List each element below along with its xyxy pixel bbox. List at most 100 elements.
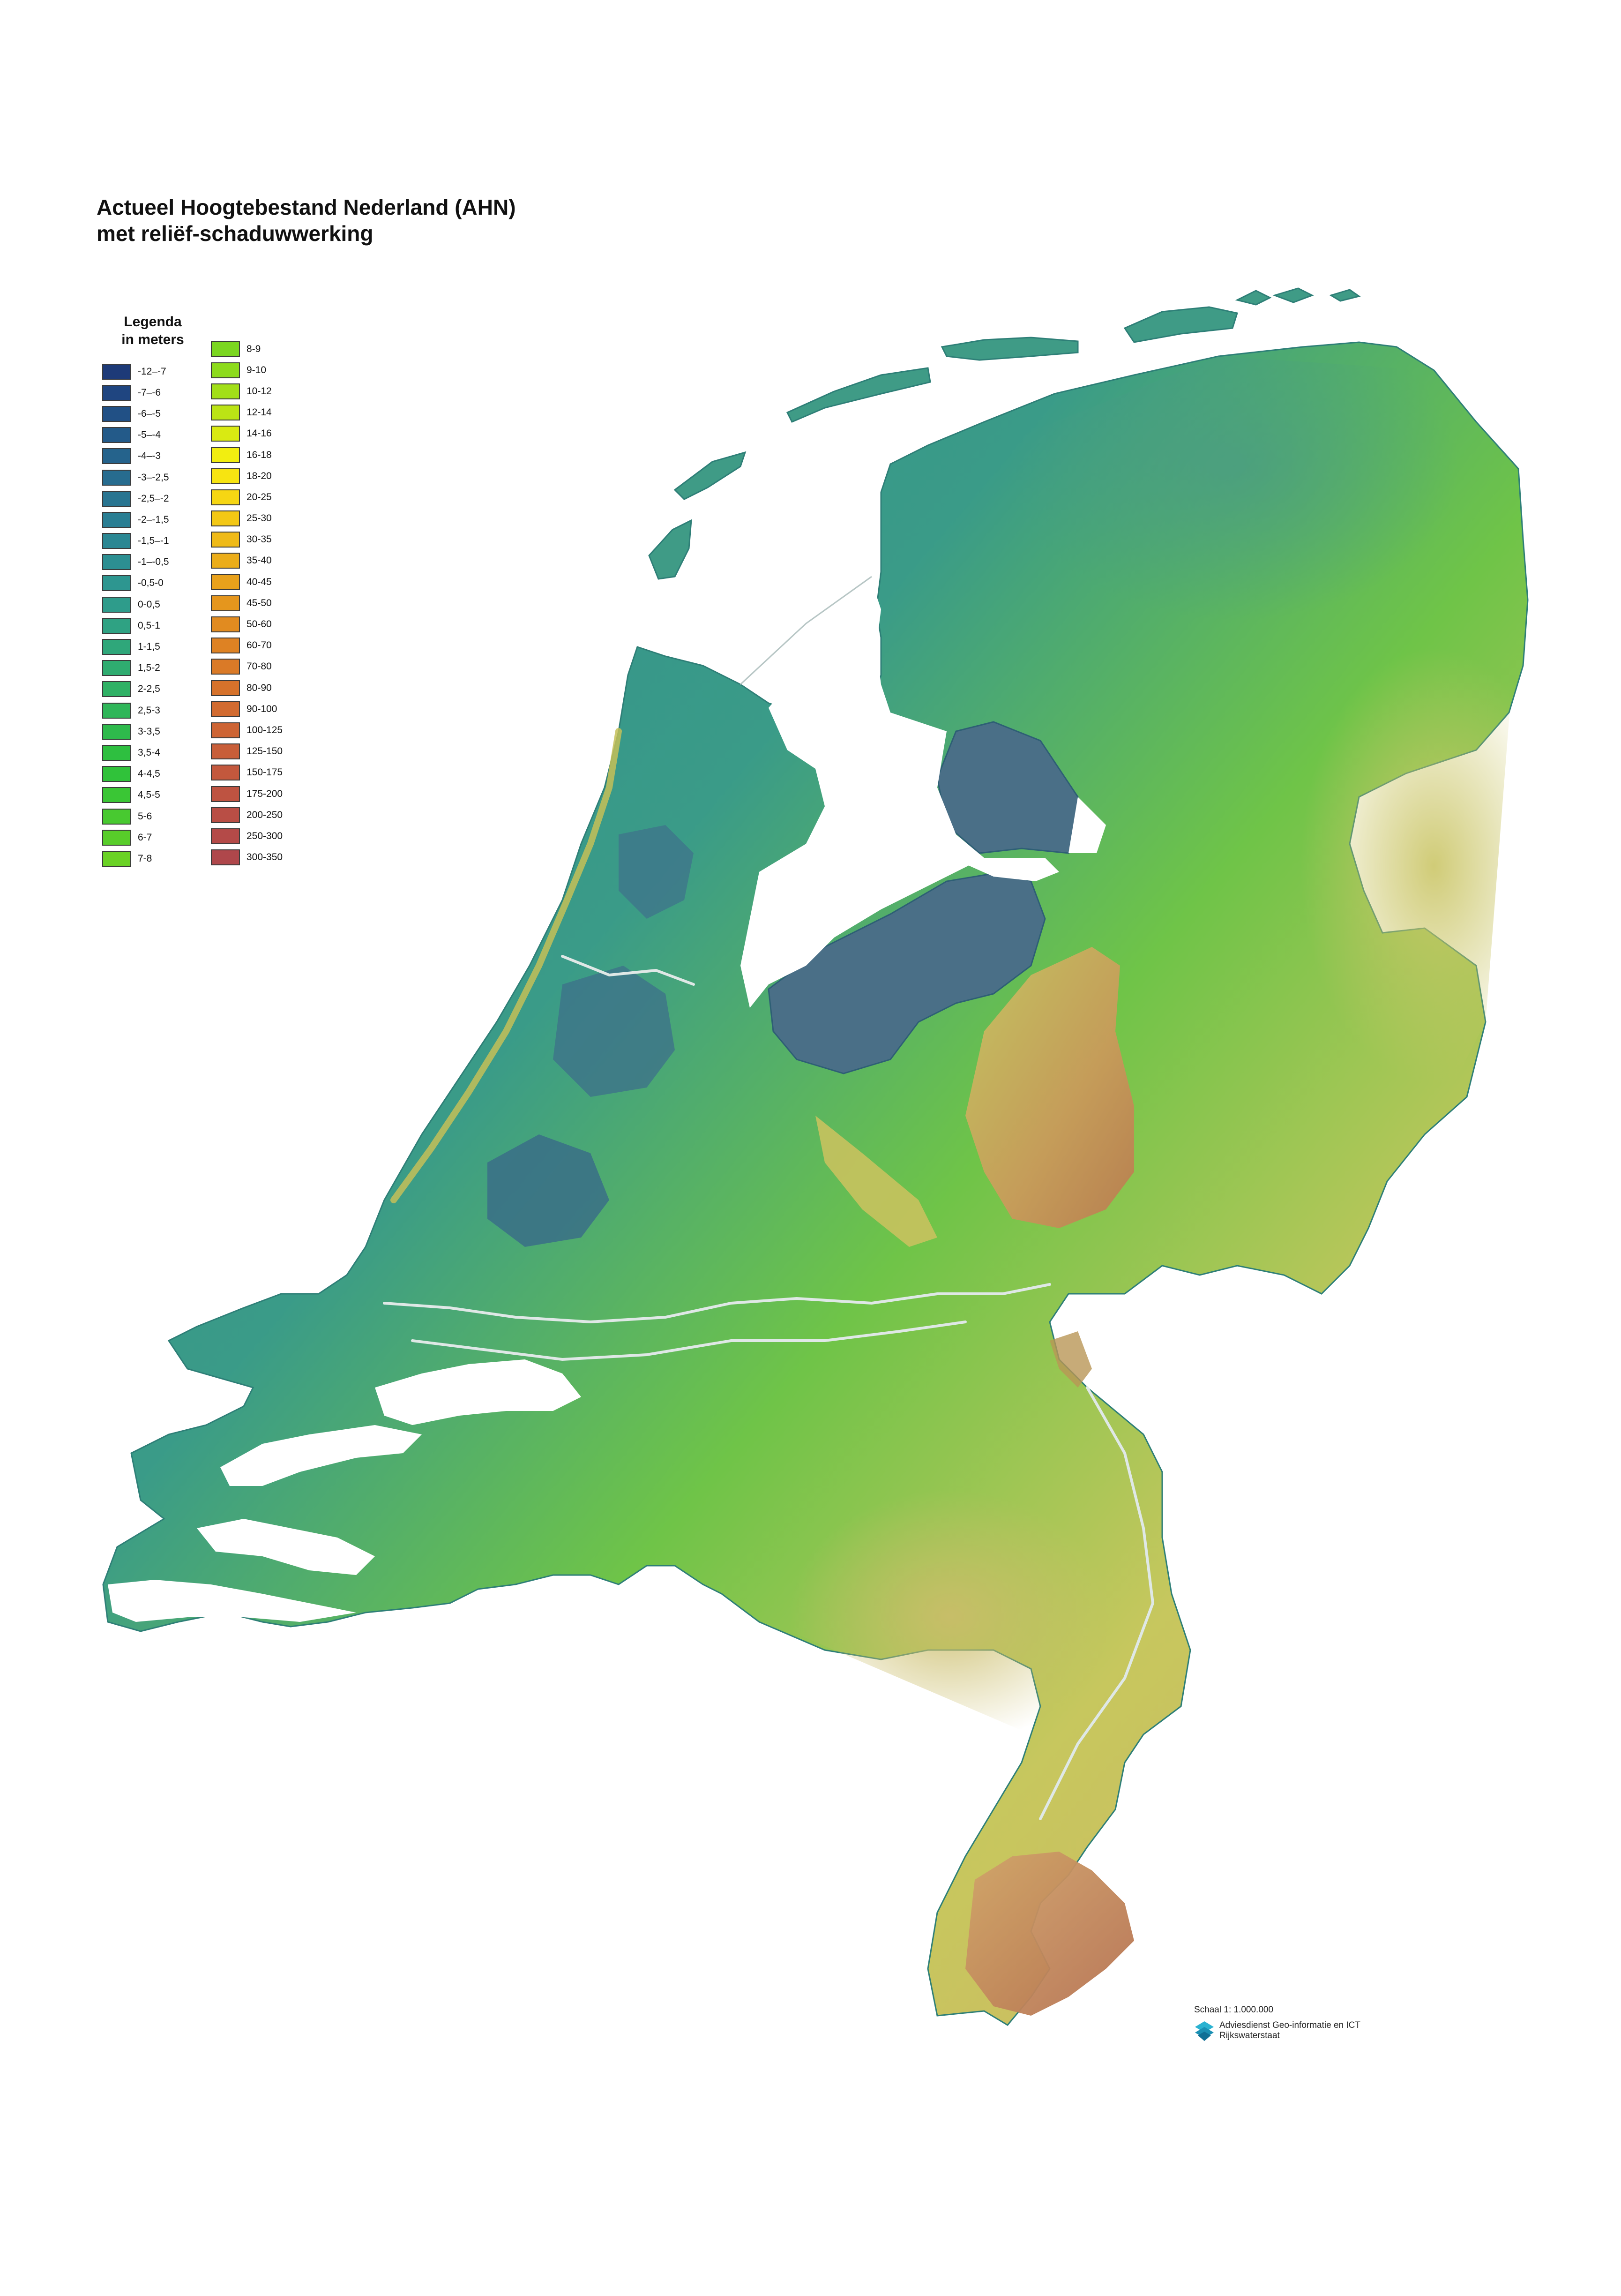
legend-swatch bbox=[211, 447, 240, 463]
legend-swatch bbox=[211, 680, 240, 696]
legend-swatch bbox=[211, 468, 240, 484]
legend-label: -5–-4 bbox=[138, 429, 161, 441]
legend-swatch bbox=[211, 341, 240, 357]
rivers bbox=[383, 955, 1155, 1820]
legend-swatch bbox=[102, 829, 131, 846]
legend-item: 200-250 bbox=[211, 804, 283, 825]
legend-swatch bbox=[102, 448, 131, 465]
legend-item: 100-125 bbox=[211, 720, 283, 741]
legend-item: -4–-3 bbox=[102, 446, 169, 467]
legend-item: 1-1,5 bbox=[102, 636, 169, 657]
legend-label: 4,5-5 bbox=[138, 789, 160, 801]
legend-swatch bbox=[211, 743, 240, 760]
legend-swatch bbox=[211, 510, 240, 527]
legend-label: 60-70 bbox=[247, 640, 272, 651]
legend-label: 200-250 bbox=[247, 809, 283, 820]
legend-item: 50-60 bbox=[211, 614, 283, 635]
legend-item: 125-150 bbox=[211, 741, 283, 762]
legend-label: 2-2,5 bbox=[138, 683, 160, 695]
legend-label: 20-25 bbox=[247, 491, 272, 503]
legend-label: 0,5-1 bbox=[138, 620, 160, 631]
legend-swatch bbox=[102, 681, 131, 698]
legend-swatch bbox=[211, 786, 240, 802]
legend-column-1: -12–-7 -7–-6 -6–-5 -5–-4 -4–-3 -3–-2,5 -2,5–-2… bbox=[102, 361, 169, 870]
dunes bbox=[390, 728, 622, 1203]
legend-label: 6-7 bbox=[138, 832, 152, 843]
legend-item: -3–-2,5 bbox=[102, 467, 169, 488]
legend-item: 4-4,5 bbox=[102, 764, 169, 785]
legend-label: 100-125 bbox=[247, 724, 283, 735]
scale-label: Schaal 1: 1.000.000 bbox=[1194, 2005, 1274, 2015]
legend-item: 2,5-3 bbox=[102, 700, 169, 721]
legend-label: -1,5–-1 bbox=[138, 535, 169, 547]
legend-swatch bbox=[211, 765, 240, 781]
legend-item: 25-30 bbox=[211, 508, 283, 529]
legend-item: 8-9 bbox=[211, 338, 283, 360]
veluwe-hills bbox=[965, 947, 1134, 1228]
legend-swatch bbox=[211, 616, 240, 633]
legend-swatch bbox=[211, 405, 240, 421]
legend-heading-line2: in meters bbox=[121, 332, 184, 347]
legend-swatch bbox=[102, 787, 131, 803]
legend-label: 45-50 bbox=[247, 597, 272, 608]
legend-swatch bbox=[211, 489, 240, 505]
legend-swatch bbox=[102, 384, 131, 401]
legend-swatch bbox=[102, 744, 131, 761]
legend-swatch bbox=[102, 766, 131, 782]
legend-swatch bbox=[102, 808, 131, 825]
legend-item: -1–-0,5 bbox=[102, 552, 169, 573]
legend-label: 1-1,5 bbox=[138, 641, 160, 653]
legend-label: -4–-3 bbox=[138, 450, 161, 462]
organisation: Adviesdienst Geo-informatie en ICT Rijks… bbox=[1194, 2020, 1360, 2042]
map-title-line1: Actueel Hoogtebestand Nederland (AHN) bbox=[97, 195, 516, 219]
legend-label: 70-80 bbox=[247, 661, 272, 672]
legend-label: 16-18 bbox=[247, 449, 272, 460]
legend-item: 175-200 bbox=[211, 783, 283, 804]
legend-item: 4,5-5 bbox=[102, 785, 169, 806]
legend-item: 16-18 bbox=[211, 444, 283, 465]
legend-swatch bbox=[102, 639, 131, 655]
zeeland-waters bbox=[108, 1359, 581, 1622]
legend-swatch bbox=[102, 596, 131, 613]
legend-label: 30-35 bbox=[247, 534, 272, 545]
legend-swatch bbox=[211, 807, 240, 823]
legend-swatch bbox=[211, 553, 240, 569]
legend-item: 150-175 bbox=[211, 762, 283, 783]
legend-item: 60-70 bbox=[211, 635, 283, 656]
legend-item: -2–-1,5 bbox=[102, 509, 169, 530]
legend-item: 18-20 bbox=[211, 465, 283, 487]
map-title: Actueel Hoogtebestand Nederland (AHN) me… bbox=[97, 194, 516, 247]
legend-label: -6–-5 bbox=[138, 408, 161, 419]
legend-item: 2-2,5 bbox=[102, 679, 169, 700]
legend-item: -1,5–-1 bbox=[102, 531, 169, 552]
legend-label: 18-20 bbox=[247, 470, 272, 481]
legend-label: 1,5-2 bbox=[138, 662, 160, 674]
legend-label: 9-10 bbox=[247, 364, 267, 375]
legend-label: 150-175 bbox=[247, 767, 283, 778]
legend-item: 70-80 bbox=[211, 656, 283, 677]
rijkswaterstaat-logo-icon bbox=[1195, 2021, 1214, 2041]
legend-heading-line1: Legenda bbox=[124, 314, 182, 330]
legend-item: -7–-6 bbox=[102, 382, 169, 403]
legend-item: 0-0,5 bbox=[102, 594, 169, 615]
legend-item: 7-8 bbox=[102, 848, 169, 869]
legend-item: 35-40 bbox=[211, 550, 283, 571]
legend-item: 3-3,5 bbox=[102, 721, 169, 742]
legend-label: -0,5-0 bbox=[138, 578, 164, 589]
legend-label: 50-60 bbox=[247, 619, 272, 630]
legend-item: 5-6 bbox=[102, 806, 169, 827]
legend-label: 7-8 bbox=[138, 853, 152, 864]
legend-swatch bbox=[102, 575, 131, 592]
legend-swatch bbox=[211, 638, 240, 654]
legend-item: -5–-4 bbox=[102, 425, 169, 446]
legend-label: 0-0,5 bbox=[138, 599, 160, 610]
legend-swatch bbox=[211, 362, 240, 378]
legend-swatch bbox=[102, 617, 131, 634]
map-title-line2: met reliëf-schaduwwerking bbox=[97, 221, 374, 246]
legend-label: 12-14 bbox=[247, 407, 272, 418]
legend-swatch bbox=[102, 660, 131, 676]
legend-swatch bbox=[211, 659, 240, 675]
legend-swatch bbox=[211, 595, 240, 611]
legend-label: 2,5-3 bbox=[138, 705, 160, 716]
